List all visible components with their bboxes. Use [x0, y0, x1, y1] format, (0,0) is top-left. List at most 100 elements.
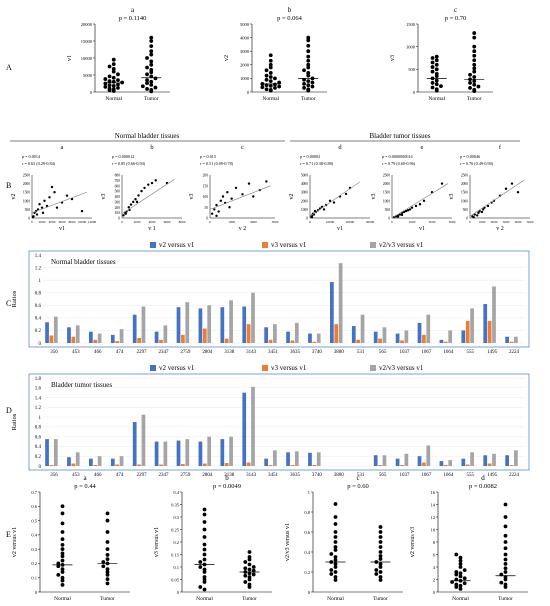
bar [198, 441, 203, 466]
data-point [378, 578, 383, 582]
chart-title: Bladder tumor tissues [51, 381, 112, 389]
bar [422, 462, 426, 466]
data-point [333, 562, 338, 566]
data-point [215, 214, 218, 218]
y-axis-label: v2 versus v1 [12, 527, 18, 557]
data-point [434, 82, 439, 87]
x-axis-label: v 2 [496, 226, 504, 232]
data-point [268, 88, 273, 92]
x-category-label: 453 [72, 473, 80, 478]
bar [71, 463, 76, 466]
data-point [265, 180, 268, 183]
data-point [472, 215, 475, 219]
data-point [462, 568, 467, 573]
x-category-label: 2224 [509, 473, 520, 478]
x-category-label: 1664 [443, 350, 454, 355]
data-point [468, 81, 472, 85]
panel-E-d: dp = 0.0082 0 2 4 6 8 10 12 14 16 v2 versus v3 Norm… [410, 474, 528, 602]
y-tick-label: 3000 [240, 49, 250, 54]
data-point [454, 570, 459, 574]
data-point [137, 194, 140, 197]
x-tick-label: 0 [209, 220, 211, 224]
y-tick-label: 500 [385, 208, 391, 212]
data-point [127, 206, 130, 209]
data-point [145, 78, 149, 82]
panel-letter: a [83, 474, 87, 482]
p-value: p = 0.0082 [469, 483, 497, 490]
y-tick-label: 0.6 [31, 504, 37, 509]
y-tick-label: 0 [306, 217, 308, 221]
data-point [310, 84, 315, 89]
x-tick-label: 10000 [78, 220, 87, 224]
data-point [516, 191, 520, 194]
bar [229, 300, 233, 343]
x-category-label: 3143 [246, 350, 257, 355]
data-point [202, 542, 207, 547]
data-point [482, 208, 485, 211]
x-tick-label: 10000 [326, 220, 335, 224]
r-value: r = 0.63 (0.29-0.84) [22, 161, 56, 166]
bar [290, 340, 295, 343]
data-point [329, 552, 334, 556]
data-point [153, 76, 158, 81]
data-point [378, 562, 383, 566]
data-point [273, 76, 277, 81]
x-category-label: Tumor [144, 96, 159, 102]
y-axis-label: v3 [101, 194, 107, 200]
y-tick-label: 0.8 [35, 426, 42, 431]
y-tick-label: 1 [39, 416, 42, 421]
y-axis-label: v3 [189, 194, 195, 200]
data-point [473, 213, 476, 216]
data-point [60, 542, 65, 547]
legend-swatch [262, 365, 268, 371]
header-normal-tissues: Normal bladder tissues [115, 132, 180, 140]
x-tick-label: 0 [121, 220, 123, 224]
y-tick-label: 1.8 [35, 377, 42, 382]
data-point [143, 186, 146, 190]
data-point [50, 185, 54, 189]
bar [242, 392, 247, 466]
data-point [302, 86, 306, 90]
x-category-label: 1067 [421, 350, 432, 355]
y-tick-label: 1500 [461, 191, 468, 195]
y-tick-label: 0.25 [171, 527, 180, 532]
data-point [107, 79, 112, 84]
data-point [499, 580, 504, 585]
data-point [414, 204, 418, 208]
data-point [149, 88, 154, 92]
panel-E-c: cp = 0.60 0 0.2 0.4 0.6 0.8 1 v2/v3 versus v1 No… [285, 474, 403, 602]
data-point [306, 35, 311, 40]
y-tick-label: 0.4 [304, 550, 310, 555]
y-tick-label: 50 [204, 206, 208, 210]
data-point [273, 86, 277, 90]
x-category-label: 3451 [268, 473, 279, 478]
x-category-label: 3143 [246, 473, 257, 478]
panel-letter: c [356, 474, 359, 482]
data-point [221, 195, 225, 198]
legend-label: v3 versus v1 [271, 241, 307, 249]
data-point [306, 54, 311, 59]
data-point [53, 191, 56, 194]
data-point [247, 567, 252, 572]
data-point [60, 511, 65, 516]
data-point [243, 573, 248, 578]
y-axis-label: v2/v3 versus v1 [285, 523, 291, 561]
bar [378, 465, 382, 466]
bar [89, 331, 93, 343]
bar [316, 452, 321, 466]
data-point [398, 213, 402, 216]
data-point [264, 77, 269, 82]
bar [53, 439, 58, 466]
y-tick-label: 1000 [461, 199, 468, 203]
y-tick-label: 2500 [383, 174, 390, 178]
data-point [472, 79, 477, 84]
data-point [472, 87, 477, 92]
x-axis-label: v 2 [239, 226, 247, 232]
bar [137, 337, 141, 343]
bar [251, 386, 255, 466]
y-tick-label: 200 [115, 206, 121, 210]
y-tick-label: 1000 [23, 199, 30, 203]
data-point [145, 56, 149, 60]
x-axis-label: v1 [419, 226, 425, 232]
bar [312, 341, 317, 343]
